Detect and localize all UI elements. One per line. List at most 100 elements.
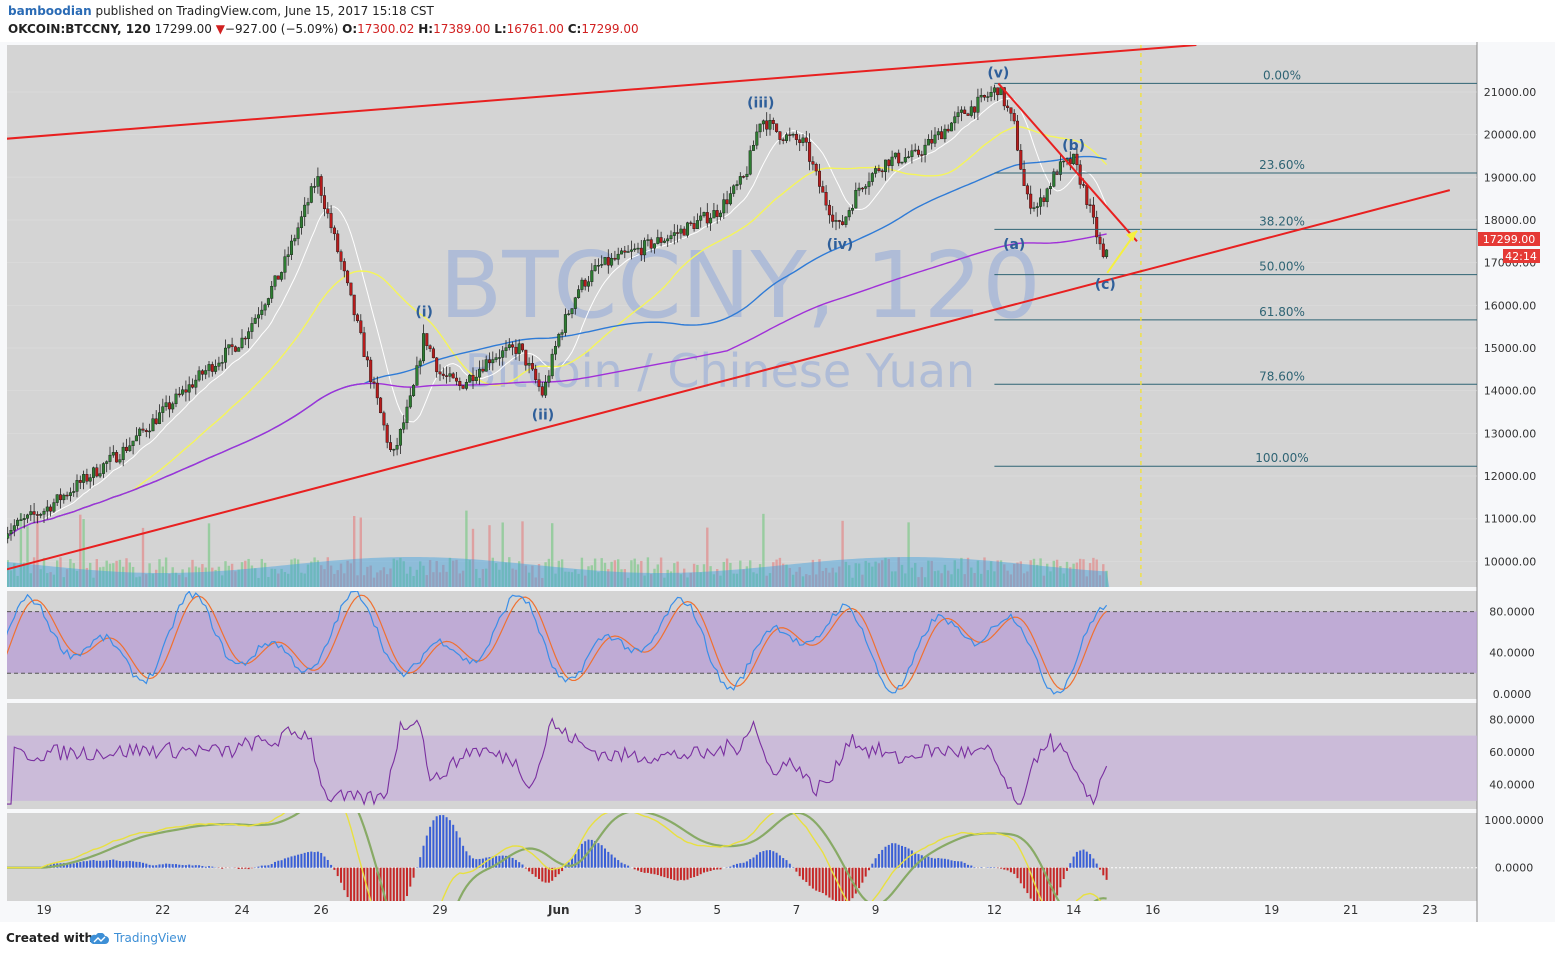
candle-body [78,480,82,483]
candle-body [1075,153,1079,166]
candle-body [877,168,881,171]
macd-histogram-bar [1000,867,1002,869]
macd-histogram-bar [250,867,253,869]
tradingview-logo[interactable]: TradingView [88,931,187,945]
candle-body [765,120,769,130]
candle-body [55,494,59,503]
macd-histogram-bar [346,867,349,898]
volume-bar [531,565,534,587]
macd-histogram-bar [274,861,276,868]
macd-histogram-bar [82,861,85,868]
macd-histogram-bar [194,865,197,868]
volume-bar [547,558,551,587]
chart-canvas[interactable]: BTCCNY, 120 Bitcoin / Chinese Yuan 0.00%… [0,42,1555,922]
macd-line [7,813,1102,901]
candle-body [352,294,356,316]
macd-histogram-bar [930,857,933,868]
fib-label: 100.00% [1255,451,1308,465]
volume-bar [409,566,412,587]
candle-body [299,216,303,228]
candle-body [1095,216,1099,238]
symbol-label[interactable]: OKCOIN:BTCCNY, 120 [8,22,151,36]
macd-histogram-bar [617,860,620,868]
volume-bar [745,566,749,587]
volume-bar [570,572,574,587]
candle-body [62,494,66,501]
macd-histogram-bar [663,867,666,878]
candle-body [930,139,934,144]
volume-bar [963,574,966,587]
stoch-d-line [7,594,1108,691]
volume-bar [640,560,643,587]
volume-bar [36,516,39,587]
volume-bar [478,577,481,587]
volume-bar [201,564,204,587]
candle-body [527,363,531,366]
candle-body [742,176,746,178]
macd-histogram-bar [597,843,600,868]
candle-body [1048,186,1052,189]
macd-histogram-bar [376,867,379,901]
macd-histogram-bar [439,815,441,868]
candle-body [956,112,960,117]
macd-histogram-bar [650,867,653,874]
candle-body [72,491,76,493]
candle-body [953,116,957,124]
macd-histogram-bar [950,860,953,868]
macd-histogram-bar [359,867,362,901]
candle-body [986,96,990,98]
volume-bar [1003,564,1006,587]
volume-bar [42,557,46,587]
macd-histogram-bar [221,867,224,869]
volume-bars [7,510,1110,587]
macd-histogram-bar [538,867,540,879]
candle-body [761,120,765,125]
volume-bar [178,574,181,587]
volume-bar [537,564,541,587]
candle-body [190,384,194,388]
volume-bar [1088,563,1092,587]
candle-body [874,168,878,174]
volume-bar [808,575,811,587]
volume-bar [102,566,105,587]
macd-histogram-bar [551,867,554,881]
candle-body [91,467,95,478]
macd-histogram-bar [69,863,72,868]
volume-bar [181,569,184,587]
volume-bar [224,561,227,587]
volume-bar [917,577,920,587]
price-axes[interactable]: 21000.0020000.0019000.0018000.0017000.00… [1484,86,1544,875]
fibonacci-retracement[interactable]: 0.00% 23.60% 38.20% 50.00% 61.80% 78.60% 100.0… [994,45,1477,587]
candle-body [59,494,63,501]
volume-bar [197,567,201,587]
author-link[interactable]: bamboodian [8,4,92,18]
macd-histogram-bar [72,863,75,868]
volume-bar [620,569,623,587]
candle-body [636,247,640,250]
volume-bar [900,564,904,587]
volume-bar [927,560,930,587]
time-axis[interactable]: 19 22 24 26 29 Jun 3 5 7 9 12 14 16 19 21 23 [36,903,1437,917]
volume-bar [356,575,359,587]
volume-bar [316,560,320,587]
volume-bar [448,557,452,587]
volume-bar [828,572,831,587]
volume-bar [686,577,689,587]
candle-body [484,359,488,372]
macd-histogram-bar [620,862,623,868]
volume-bar [1085,576,1088,587]
macd-histogram-bar [805,867,808,883]
candle-body [372,381,376,384]
candle-body [425,333,429,346]
macd-histogram-bar [1089,854,1092,868]
volume-bar [151,573,155,587]
macd-histogram-bar [76,862,78,868]
macd-histogram-bar [653,867,656,875]
time-axis-label: 26 [314,903,329,917]
trendlines[interactable] [4,45,1451,571]
rsi-axis-label: 40.0000 [1489,779,1535,792]
macd-histogram-bar [396,867,399,901]
candle-body [864,186,868,189]
volume-bar [805,574,808,587]
candle-body [1006,105,1010,108]
